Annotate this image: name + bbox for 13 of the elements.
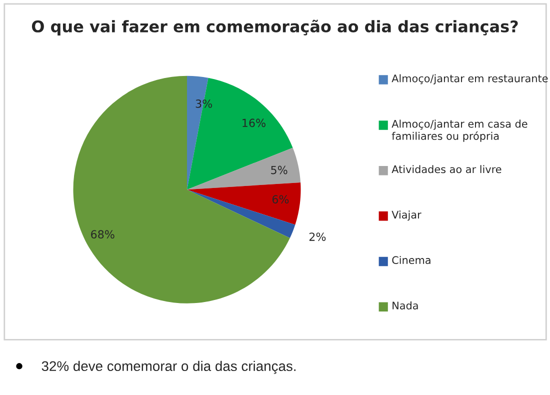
legend-label: Almoço/jantar em restaurante	[392, 74, 548, 84]
data-label: 6%	[272, 195, 289, 204]
legend-label: Viajar	[392, 210, 422, 221]
data-label: 16%	[242, 118, 266, 128]
data-label: 68%	[91, 230, 114, 239]
data-label: 5%	[271, 166, 288, 174]
data-label: 2%	[309, 232, 326, 241]
chart-title: O que vai fazer em comemoração ao dia das crianças?	[32, 20, 518, 36]
legend-label: Atividades ao ar livre	[392, 165, 502, 174]
text: 32% deve comemorar o dia das crianças.	[42, 360, 296, 374]
legend-label: Cinema	[392, 256, 430, 264]
legend-label: Almoço/jantar em casa de familiares ou própria	[392, 120, 528, 142]
legend-label: Nada	[392, 301, 418, 310]
